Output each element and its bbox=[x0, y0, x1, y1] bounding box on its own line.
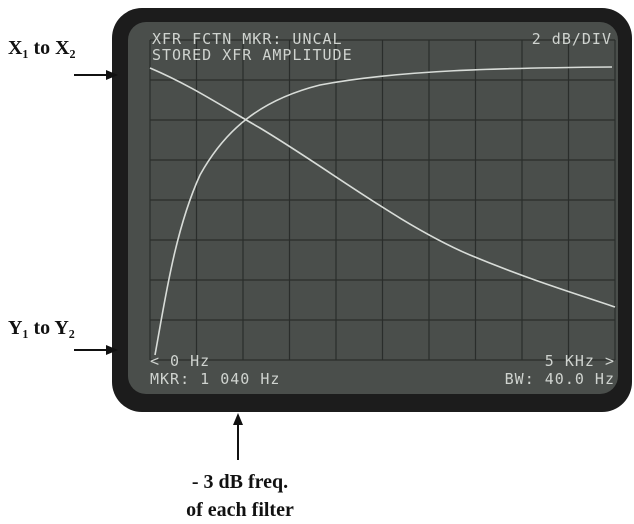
rising-trace bbox=[154, 66, 613, 356]
graticule bbox=[149, 39, 616, 361]
screen-subtitle: STORED XFR AMPLITUDE bbox=[152, 46, 353, 64]
falling-trace bbox=[149, 67, 616, 308]
marker-readout: MKR: 1 040 Hz bbox=[150, 370, 280, 388]
arrow-head bbox=[106, 70, 118, 80]
annotation-x: X₁ to X₂ bbox=[8, 37, 76, 59]
arrow-head bbox=[233, 413, 243, 425]
arrow-head bbox=[106, 345, 118, 355]
annotation-freq: - 3 dB freq. bbox=[192, 471, 288, 493]
stop-freq: 5 KHz > bbox=[545, 352, 615, 370]
start-freq: < 0 Hz bbox=[150, 352, 210, 370]
annotation-y: Y₁ to Y₂ bbox=[8, 317, 75, 339]
annotation-filter: of each filter bbox=[186, 499, 294, 521]
screen-scale: 2 dB/DIV bbox=[532, 30, 612, 48]
screen bbox=[128, 22, 618, 394]
screen-header: XFR FCTN MKR: UNCAL bbox=[152, 30, 343, 48]
bandwidth-readout: BW: 40.0 Hz bbox=[505, 370, 615, 388]
